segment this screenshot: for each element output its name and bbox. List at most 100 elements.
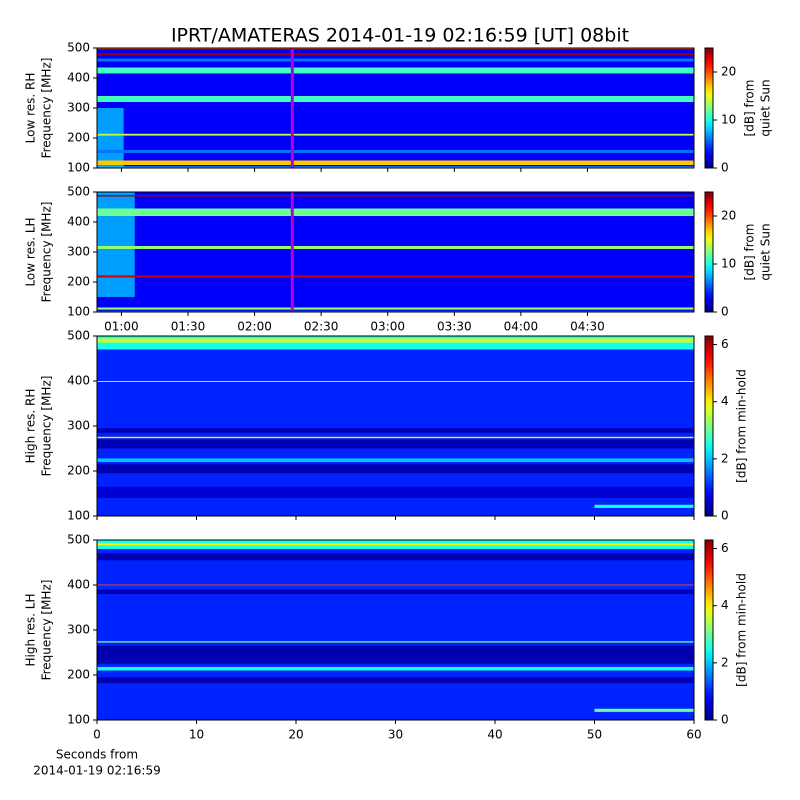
colorbar-tick-label: 20 <box>721 65 736 79</box>
y-tick-label: 500 <box>67 329 90 343</box>
band <box>97 48 694 50</box>
band <box>97 133 694 136</box>
y-tick-label: 200 <box>67 131 90 145</box>
band <box>97 195 694 197</box>
x-tick-label: 20 <box>288 728 303 742</box>
colorbar-label: quiet Sun <box>759 223 773 280</box>
y-axis-label: High res. RH <box>24 389 38 464</box>
y-tick-label: 500 <box>67 533 90 547</box>
band <box>97 464 694 474</box>
y-tick-label: 200 <box>67 668 90 682</box>
band <box>97 192 135 297</box>
colorbar-tick-label: 10 <box>721 113 736 127</box>
colorbar-tick-label: 4 <box>721 394 729 408</box>
band <box>594 708 694 712</box>
plot-area <box>97 540 694 720</box>
x-tick-label: 02:00 <box>237 320 272 334</box>
x-axis-label: Seconds from <box>56 748 138 762</box>
figure-title: IPRT/AMATERAS 2014-01-19 02:16:59 [UT] 0… <box>171 25 629 47</box>
band <box>97 436 694 439</box>
y-tick-label: 300 <box>67 419 90 433</box>
x-tick-label: 03:30 <box>437 320 472 334</box>
band <box>97 677 694 684</box>
band <box>97 96 694 102</box>
y-tick-label: 400 <box>67 578 90 592</box>
y-axis-label: Frequency [MHz] <box>40 202 54 303</box>
x-tick-label: 04:30 <box>570 320 605 334</box>
band <box>97 108 124 168</box>
band <box>97 666 694 671</box>
band <box>97 246 694 249</box>
y-tick-label: 500 <box>67 185 90 199</box>
y-tick-label: 500 <box>67 41 90 55</box>
band <box>97 67 694 74</box>
y-tick-label: 100 <box>67 509 90 523</box>
colorbar-tick-label: 0 <box>721 509 729 523</box>
band <box>97 458 694 462</box>
band <box>97 553 694 561</box>
colorbar-label: [dB] from <box>743 80 757 137</box>
y-tick-label: 200 <box>67 464 90 478</box>
y-axis-label: Frequency [MHz] <box>40 376 54 477</box>
band <box>97 307 694 310</box>
band <box>97 645 694 664</box>
band <box>97 58 694 62</box>
y-axis-label: High res. LH <box>24 593 38 666</box>
x-tick-label: 02:30 <box>304 320 339 334</box>
band <box>97 150 694 153</box>
y-tick-label: 100 <box>67 305 90 319</box>
y-axis-label: Frequency [MHz] <box>40 580 54 681</box>
y-tick-label: 100 <box>67 161 90 175</box>
y-tick-label: 400 <box>67 215 90 229</box>
colorbar <box>704 335 714 517</box>
y-tick-label: 300 <box>67 101 90 115</box>
colorbar-label: [dB] from min-hold <box>735 573 749 687</box>
x-tick-label: 30 <box>388 728 403 742</box>
colorbar-tick-label: 0 <box>721 161 729 175</box>
colorbar-tick-label: 6 <box>721 541 729 555</box>
x-tick-label: 01:30 <box>171 320 206 334</box>
colorbar-tick-label: 0 <box>721 713 729 727</box>
x-tick-label: 10 <box>189 728 204 742</box>
x-tick-label: 60 <box>686 728 701 742</box>
y-tick-label: 400 <box>67 71 90 85</box>
colorbar-tick-label: 10 <box>721 257 736 271</box>
band <box>97 160 694 165</box>
x-tick-label: 40 <box>487 728 502 742</box>
colorbar-tick-label: 2 <box>721 655 729 669</box>
y-tick-label: 300 <box>67 623 90 637</box>
colorbar <box>704 539 714 721</box>
band <box>97 540 694 720</box>
y-tick-label: 400 <box>67 374 90 388</box>
colorbar <box>704 191 714 313</box>
x-tick-label: 0 <box>93 728 101 742</box>
colorbar-tick-label: 4 <box>721 598 729 612</box>
band <box>97 53 694 56</box>
band <box>97 641 694 643</box>
y-tick-label: 300 <box>67 245 90 259</box>
y-axis-label: Low res. RH <box>24 73 38 144</box>
band <box>97 439 694 449</box>
band <box>97 486 694 498</box>
x-tick-label: 50 <box>587 728 602 742</box>
band <box>97 428 694 433</box>
colorbar <box>704 47 714 169</box>
colorbar-label: [dB] from min-hold <box>735 369 749 483</box>
band <box>97 336 694 516</box>
band <box>97 381 694 382</box>
x-tick-label: 03:00 <box>370 320 405 334</box>
y-axis-label: Frequency [MHz] <box>40 58 54 159</box>
band <box>97 543 694 546</box>
band <box>97 584 694 586</box>
y-tick-label: 200 <box>67 275 90 289</box>
colorbar-tick-label: 6 <box>721 337 729 351</box>
band <box>97 166 694 168</box>
colorbar-label: quiet Sun <box>759 79 773 136</box>
x-axis-label: 2014-01-19 02:16:59 <box>33 764 160 778</box>
plot-area <box>97 192 694 312</box>
colorbar-tick-label: 2 <box>721 451 729 465</box>
colorbar-label: [dB] from <box>743 224 757 281</box>
band <box>97 338 694 343</box>
plot-area <box>97 48 694 168</box>
